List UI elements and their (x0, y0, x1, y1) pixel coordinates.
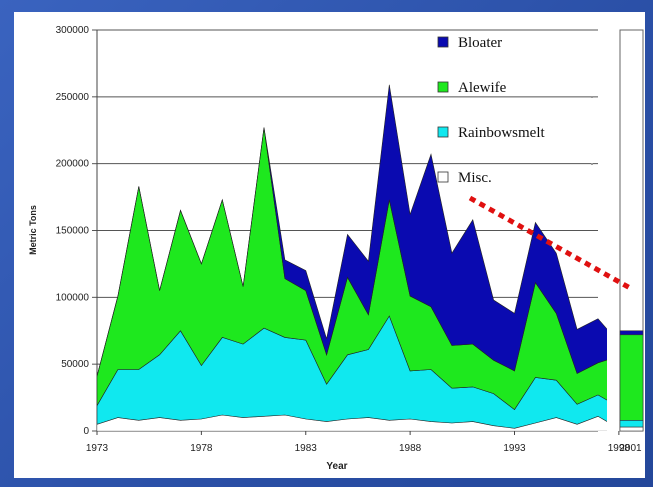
annotation-arrow (468, 195, 632, 291)
legend-swatch-alewife (437, 81, 449, 93)
legend-swatch-bloater (437, 36, 449, 48)
legend-label: Misc. (458, 170, 492, 186)
x-axis-title: Year (326, 461, 347, 472)
y-tick-label: 300000 (56, 25, 90, 36)
y-tick-label: 100000 (56, 292, 90, 303)
y-tick-label: 150000 (56, 226, 90, 237)
decorative-mark (591, 96, 593, 98)
x-tick-label: 1983 (295, 443, 318, 454)
x-tick-label: 1973 (86, 443, 109, 454)
legend-swatch-rainbowsmelt (437, 126, 449, 138)
y-tick-label: 50000 (61, 359, 89, 370)
x-tick-label: 1993 (503, 443, 526, 454)
decorative-mark (591, 163, 593, 165)
x-tick-label: 1998 (608, 443, 631, 454)
legend-swatch-misc (437, 171, 449, 183)
legend-label: Alewife (458, 80, 507, 96)
bar-2001-rainbowsmelt (619, 420, 644, 428)
area-bloater (97, 84, 607, 377)
y-tick-label: 200000 (56, 159, 90, 170)
bar-2001-misc (619, 426, 644, 432)
y-axis-title: Metric Tons (28, 205, 38, 255)
y-tick-label: 0 (83, 426, 89, 437)
y-tick-label: 250000 (56, 92, 90, 103)
bar-2001-label: 2001 (619, 443, 642, 454)
legend-label: Rainbowsmelt (458, 125, 545, 141)
bar-2001-alewife (619, 334, 644, 421)
x-tick-label: 1988 (399, 443, 422, 454)
x-tick-label: 1978 (190, 443, 213, 454)
bar-2001-bloater (619, 330, 644, 336)
legend-label: Bloater (458, 35, 502, 51)
